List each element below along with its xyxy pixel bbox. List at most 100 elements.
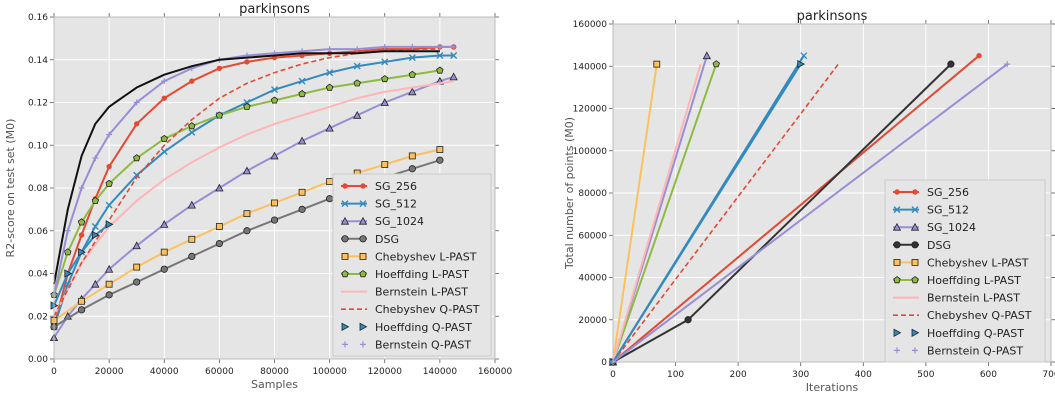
left-legend-marker (360, 183, 366, 189)
right-legend-marker (894, 189, 900, 195)
left-series-sg-512-point (271, 86, 278, 94)
right-series-sg-512-point (800, 52, 808, 60)
right-legend-marker (911, 206, 919, 214)
left-series-hoeffding-l-past-point (77, 218, 86, 226)
left-legend-marker (359, 200, 367, 208)
left-series-hoeffding-l-past-point (64, 248, 72, 256)
right-legend-label: DSG (927, 239, 951, 252)
left-legend-marker (359, 252, 367, 260)
left-series-chebyshev-l-past-point (105, 280, 113, 288)
left-title: parkinsons (239, 2, 310, 17)
right-series-bernstein-q-past-line (612, 63, 1008, 363)
left-series-chebyshev-l-past-point (436, 146, 444, 153)
left-series-hoeffding-l-past (50, 66, 444, 299)
right-y-tick-label: 40000 (578, 274, 607, 284)
left-legend-label: SG_512 (375, 198, 417, 211)
left-series-dsg-point (215, 239, 223, 248)
right-y-tick-label: 140000 (573, 62, 608, 72)
left-series-bernstein-q-past-point (354, 46, 361, 53)
right-legend-marker (893, 328, 902, 337)
right-series-sg-256-line (612, 54, 980, 363)
right-legend-label: SG_512 (927, 204, 969, 217)
left-series-sg-256-point (189, 78, 195, 84)
right-frame (612, 23, 1052, 363)
left-legend-label: Hoeffding Q-PAST (375, 321, 472, 334)
right-legend-label: SG_256 (927, 186, 969, 199)
left-series-hoeffding-q-past-point (105, 220, 114, 229)
left-series-sg-512-point (91, 222, 99, 230)
right-series-chebyshev-q-past (612, 63, 839, 363)
left-x-tick-label: 0 (51, 367, 57, 377)
left-series-bernstein-q-past-point (64, 227, 71, 234)
left-series-dsg-point (188, 252, 196, 260)
left-series-hoeffding-l-past-point (381, 75, 389, 83)
left-series-bernstein-l-past (53, 80, 454, 317)
left-series-hoeffding-l-past-point (353, 79, 361, 87)
left-y-tick-label: 0.08 (28, 184, 48, 194)
right-title: parkinsons (797, 9, 868, 24)
right-x-tick-label: 300 (792, 370, 809, 380)
left-series-sg-1024-point (91, 279, 100, 288)
left-series-sg-1024-point (215, 183, 224, 192)
right-series-sg-1024-point (702, 51, 712, 60)
left-series-sg-512-point (133, 171, 141, 179)
left-x-tick-label: 60000 (205, 367, 234, 377)
right-y-tick-label: 80000 (578, 189, 607, 199)
left-series-chebyshev-l-past-point (215, 223, 223, 230)
left-series-hoeffding-l-past-point (298, 90, 306, 98)
left-legend-marker (359, 322, 368, 331)
right-y-axis-label: Total number of points (M0) (563, 117, 576, 270)
left-series-sg-512-point (105, 201, 113, 209)
right-y-tick-label: 0 (601, 358, 607, 368)
right-legend-marker (912, 189, 918, 195)
left-legend-marker (359, 270, 367, 278)
right-y-tick-label: 20000 (578, 316, 607, 326)
left-legend-marker (342, 183, 348, 189)
right-x-tick-label: 100 (667, 370, 684, 380)
left-y-tick-label: 0.02 (28, 312, 48, 322)
left-series-dsg-point (436, 156, 444, 164)
right-legend: SG_256 SG_512 SG_1024 DSG Chebyshev L-PAST Ho… (884, 179, 1046, 363)
right-series-dsg-point (684, 316, 692, 324)
left-series-hoeffding-l-past-point (160, 134, 168, 143)
left-series-sg-256-point (216, 65, 223, 72)
right-legend-label: Bernstein L-PAST (927, 292, 1020, 305)
right-y-tick-label: 100000 (573, 147, 608, 157)
right-series-hoeffding-q-past-line (612, 63, 802, 363)
left-series-sg-512-point (326, 69, 334, 77)
left-series-sg-1024-point (449, 72, 458, 81)
left-series-hoeffding-l-past-point (188, 122, 196, 130)
left-legend-label: SG_256 (375, 180, 417, 193)
left-series-chebyshev-l-past-point (271, 199, 278, 207)
left-legend-label: Hoeffding L-PAST (375, 268, 469, 281)
left-frame (53, 16, 496, 360)
left-series-chebyshev-l-past-point (298, 188, 306, 196)
left-series-bernstein-q-past-point (161, 78, 168, 85)
left-x-tick-label: 160000 (478, 367, 513, 377)
right-legend-marker (894, 347, 900, 354)
left-legend-label: DSG (375, 233, 399, 246)
left-series-chebyshev-l-past-point (326, 178, 334, 185)
left-series-hoeffding-l-past-point (133, 154, 141, 162)
left-series-hoeffding-l-past-point (105, 179, 113, 187)
left-series-unlabeled-10-line (53, 50, 440, 285)
right-series-bernstein-q-past-point (1004, 61, 1011, 68)
left-legend-label: SG_1024 (375, 215, 424, 228)
left-series-sg-512-point (381, 58, 389, 66)
left-series-hoeffding-q-past-point (64, 269, 73, 278)
left-series-sg-1024 (49, 72, 458, 342)
right-legend-label: Chebyshev L-PAST (927, 256, 1029, 269)
total-points-chart: 0 100 200 300 400 500 600 700 0 20000 40000 60000 80… (563, 9, 1055, 394)
left-series-dsg-point (77, 306, 86, 314)
right-legend-marker (911, 241, 919, 249)
left-x-tick-label: 100000 (312, 367, 347, 377)
right-series-bernstein-l-past (612, 63, 702, 363)
right-series-hoeffding-q-past-point (797, 59, 806, 69)
left-y-tick-label: 0.04 (28, 270, 48, 280)
right-legend-label: Bernstein Q-PAST (927, 344, 1023, 357)
left-series-sg-256-point (161, 95, 167, 101)
left-series-chebyshev-l-past (50, 146, 444, 324)
left-series-sg-512-line (53, 54, 454, 328)
left-series-unlabeled-10 (53, 50, 440, 285)
right-legend-marker (910, 222, 920, 231)
